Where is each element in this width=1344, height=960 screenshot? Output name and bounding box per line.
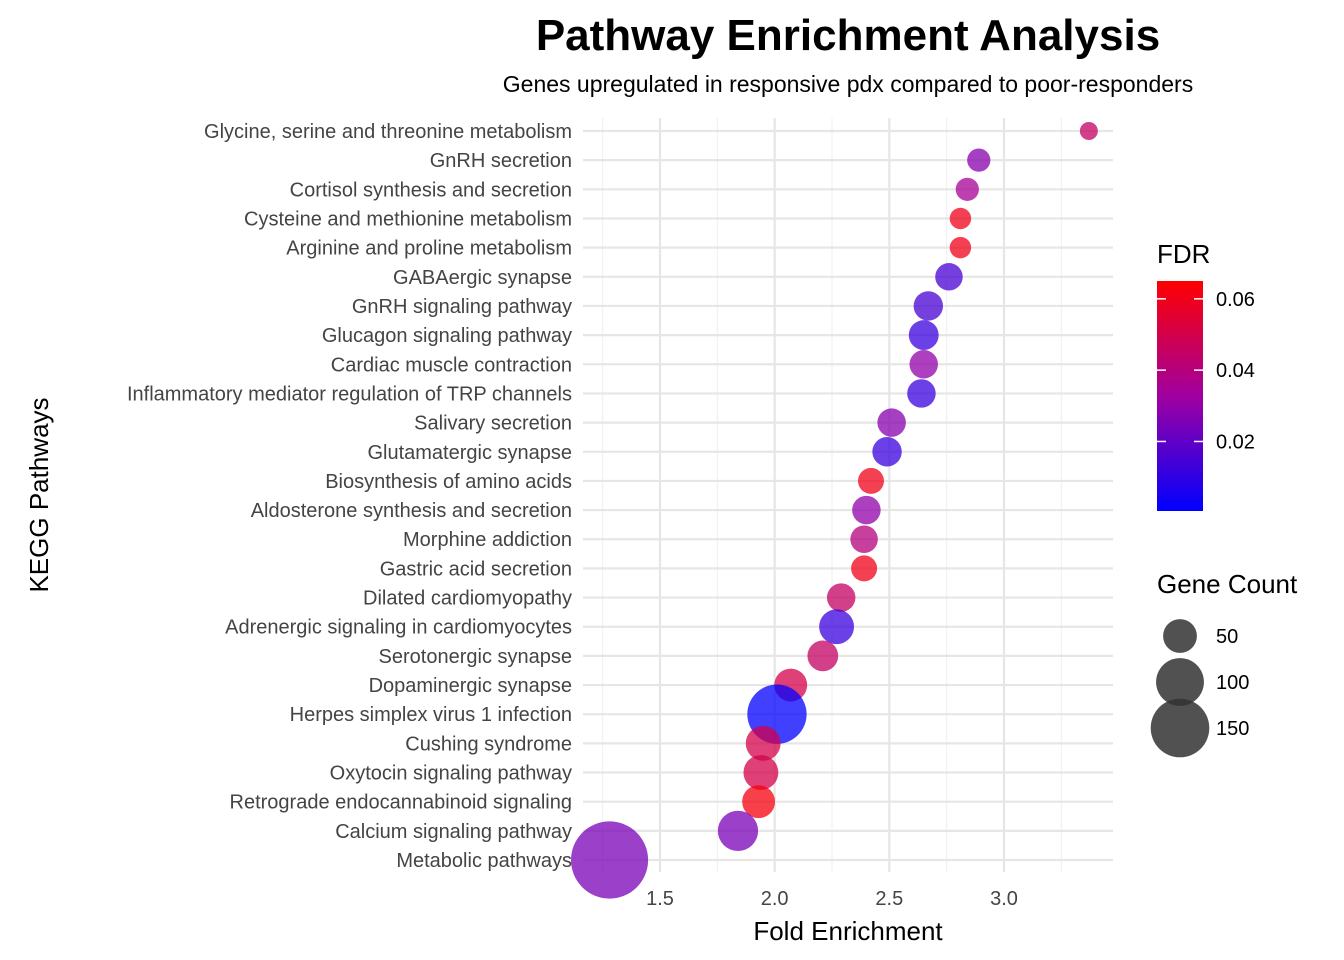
y-axis-ticks: Glycine, serine and threonine metabolism… — [127, 121, 572, 872]
chart-subtitle: Genes upregulated in responsive pdx comp… — [503, 71, 1193, 97]
y-tick-label: GnRH secretion — [430, 150, 572, 172]
y-tick-label: Arginine and proline metabolism — [286, 238, 572, 260]
data-point — [826, 583, 856, 612]
y-tick-label: Oxytocin signaling pathway — [330, 763, 572, 785]
grid-lines — [583, 118, 1113, 872]
fdr-colorbar — [1157, 281, 1203, 511]
data-point — [852, 495, 881, 525]
y-tick-label: Retrograde endocannabinoid signaling — [230, 792, 572, 814]
y-tick-label: Cysteine and methionine metabolism — [244, 208, 572, 230]
y-tick-label: Calcium signaling pathway — [335, 821, 572, 843]
data-point — [570, 821, 649, 899]
y-tick-label: Morphine addiction — [403, 529, 572, 551]
data-point — [745, 725, 781, 761]
data-point — [877, 408, 906, 437]
data-point — [851, 555, 878, 582]
data-point — [949, 236, 972, 259]
data-point — [907, 379, 936, 408]
gene-count-key-label: 50 — [1216, 626, 1238, 648]
data-point — [913, 291, 944, 321]
gene-count-key — [1163, 619, 1197, 653]
data-point — [909, 350, 938, 379]
y-tick-label: Cortisol synthesis and secretion — [290, 179, 572, 201]
gene-count-key-label: 150 — [1216, 718, 1249, 740]
data-point — [717, 810, 759, 851]
y-tick-label: GABAergic synapse — [393, 267, 572, 289]
gene-count-legend-title: Gene Count — [1157, 569, 1298, 599]
y-tick-label: Dopaminergic synapse — [369, 675, 572, 697]
gene-count-key — [1156, 658, 1204, 706]
y-tick-label: Gastric acid secretion — [380, 558, 572, 580]
x-tick-label: 2.5 — [875, 888, 903, 910]
data-point — [807, 640, 839, 672]
gene-count-legend: Gene Count 50 100 150 — [1150, 569, 1298, 758]
fdr-tick-label: 0.04 — [1216, 360, 1255, 382]
data-point — [908, 320, 939, 351]
x-axis-title: Fold Enrichment — [753, 916, 943, 946]
y-tick-label: Cushing syndrome — [405, 733, 572, 755]
data-point — [743, 755, 779, 790]
y-tick-label: Inflammatory mediator regulation of TRP … — [127, 383, 572, 405]
data-point — [955, 177, 979, 201]
y-tick-label: Glucagon signaling pathway — [322, 325, 572, 347]
data-point — [857, 467, 884, 494]
chart-title: Pathway Enrichment Analysis — [536, 11, 1160, 60]
fdr-legend-ticks: 0.02 0.04 0.06 — [1157, 289, 1255, 453]
data-point — [819, 609, 855, 645]
gene-count-key — [1150, 698, 1210, 758]
x-tick-label: 3.0 — [990, 888, 1018, 910]
y-tick-label: Herpes simplex virus 1 infection — [290, 704, 572, 726]
data-point — [967, 148, 991, 172]
x-tick-label: 2.0 — [761, 888, 789, 910]
y-tick-label: Glycine, serine and threonine metabolism — [204, 121, 572, 143]
y-tick-label: Aldosterone synthesis and secretion — [251, 500, 572, 522]
y-tick-label: Serotonergic synapse — [379, 646, 572, 668]
y-tick-label: Adrenergic signaling in cardiomyocytes — [225, 617, 572, 639]
fdr-tick-label: 0.02 — [1216, 431, 1255, 453]
data-point — [1079, 121, 1098, 141]
x-tick-label: 1.5 — [646, 888, 674, 910]
data-point — [850, 525, 878, 553]
y-tick-label: Glutamatergic synapse — [367, 442, 572, 464]
y-tick-label: Dilated cardiomyopathy — [363, 588, 572, 610]
fdr-legend: FDR 0.02 0.04 0.06 — [1157, 239, 1255, 511]
data-points — [570, 121, 1098, 899]
data-point — [935, 263, 963, 291]
fdr-tick-label: 0.06 — [1216, 289, 1255, 311]
y-axis-title: KEGG Pathways — [24, 397, 54, 592]
data-point — [872, 437, 902, 467]
fdr-legend-title: FDR — [1157, 239, 1210, 269]
y-tick-label: Cardiac muscle contraction — [331, 354, 572, 376]
gene-count-legend-keys: 50 100 150 — [1150, 619, 1249, 758]
y-tick-label: Salivary secretion — [414, 413, 572, 435]
y-tick-label: Metabolic pathways — [396, 850, 572, 872]
y-tick-label: GnRH signaling pathway — [352, 296, 572, 318]
y-tick-label: Biosynthesis of amino acids — [325, 471, 572, 493]
data-point — [949, 207, 972, 230]
x-axis-ticks: 1.5 2.0 2.5 3.0 — [646, 888, 1018, 910]
gene-count-key-label: 100 — [1216, 672, 1249, 694]
data-point — [742, 785, 776, 819]
